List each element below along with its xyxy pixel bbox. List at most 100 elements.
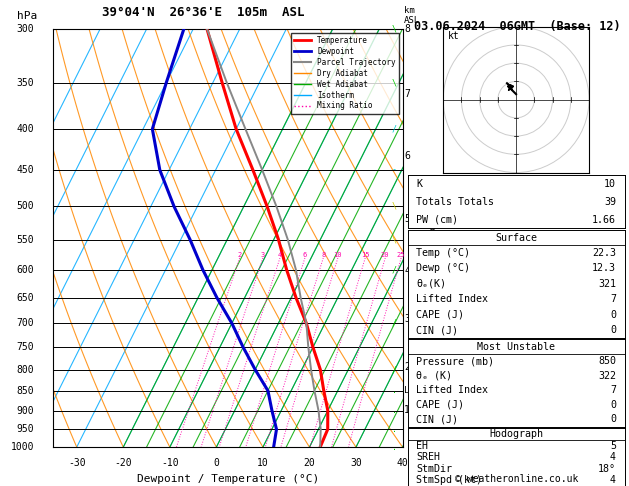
- Text: 500: 500: [16, 202, 34, 211]
- Text: 7: 7: [610, 294, 616, 304]
- Text: © weatheronline.co.uk: © weatheronline.co.uk: [455, 473, 579, 484]
- Text: 2: 2: [238, 252, 242, 258]
- Text: 30: 30: [350, 458, 362, 468]
- Text: Dewp (°C): Dewp (°C): [416, 263, 470, 274]
- Text: 0: 0: [610, 415, 616, 424]
- Text: 2: 2: [404, 363, 410, 372]
- Text: Hodograph: Hodograph: [489, 429, 543, 439]
- Text: 450: 450: [16, 165, 34, 175]
- Text: 6: 6: [303, 252, 307, 258]
- Text: -20: -20: [114, 458, 132, 468]
- Text: .: .: [392, 406, 397, 415]
- Text: -: -: [392, 165, 397, 174]
- Text: 600: 600: [16, 265, 34, 275]
- Text: 18°: 18°: [598, 464, 616, 474]
- Text: -30: -30: [68, 458, 86, 468]
- Text: /: /: [392, 124, 397, 134]
- Text: 1: 1: [404, 405, 410, 415]
- Text: Dewpoint / Temperature (°C): Dewpoint / Temperature (°C): [137, 474, 319, 484]
- Text: Pressure (mb): Pressure (mb): [416, 356, 494, 366]
- Text: 550: 550: [16, 235, 34, 244]
- Text: 4: 4: [610, 452, 616, 462]
- Text: 22.3: 22.3: [592, 248, 616, 258]
- Text: 40: 40: [397, 458, 408, 468]
- Text: 350: 350: [16, 78, 34, 87]
- Text: 400: 400: [16, 124, 34, 134]
- Text: Lifted Index: Lifted Index: [416, 294, 488, 304]
- Text: Totals Totals: Totals Totals: [416, 197, 494, 207]
- Text: CIN (J): CIN (J): [416, 325, 459, 335]
- Text: 0: 0: [610, 325, 616, 335]
- Text: 10: 10: [604, 179, 616, 189]
- Text: 900: 900: [16, 405, 34, 416]
- Text: 8: 8: [321, 252, 325, 258]
- Text: km
ASL: km ASL: [404, 6, 420, 25]
- Text: 800: 800: [16, 364, 34, 375]
- Text: CAPE (J): CAPE (J): [416, 310, 464, 320]
- Text: 322: 322: [598, 371, 616, 381]
- Text: 4: 4: [404, 266, 410, 276]
- Text: 25: 25: [397, 252, 405, 258]
- Text: 5: 5: [404, 214, 410, 224]
- Text: 7: 7: [610, 385, 616, 395]
- Text: 5: 5: [610, 440, 616, 451]
- Text: CAPE (J): CAPE (J): [416, 400, 464, 410]
- Text: 300: 300: [16, 24, 34, 34]
- Text: \: \: [392, 78, 397, 87]
- Text: Mixing Ratio (g/kg): Mixing Ratio (g/kg): [430, 187, 438, 289]
- Text: 10: 10: [257, 458, 269, 468]
- Text: θₑ(K): θₑ(K): [416, 279, 446, 289]
- Text: .: .: [392, 386, 397, 395]
- Legend: Temperature, Dewpoint, Parcel Trajectory, Dry Adiabat, Wet Adiabat, Isotherm, Mi: Temperature, Dewpoint, Parcel Trajectory…: [291, 33, 399, 114]
- Text: 20: 20: [304, 458, 315, 468]
- Text: 6: 6: [404, 151, 410, 161]
- Text: 700: 700: [16, 318, 34, 329]
- Text: Lifted Index: Lifted Index: [416, 385, 488, 395]
- Text: .: .: [392, 425, 397, 434]
- Text: Most Unstable: Most Unstable: [477, 342, 555, 351]
- Text: K: K: [416, 179, 422, 189]
- Text: PW (cm): PW (cm): [416, 214, 459, 225]
- Text: 0: 0: [213, 458, 220, 468]
- Text: kt: kt: [448, 31, 459, 41]
- Text: 950: 950: [16, 424, 34, 434]
- Text: Temp (°C): Temp (°C): [416, 248, 470, 258]
- Text: 1.66: 1.66: [592, 214, 616, 225]
- Text: 39°04'N  26°36'E  105m  ASL: 39°04'N 26°36'E 105m ASL: [103, 6, 305, 19]
- Text: 7: 7: [404, 89, 410, 99]
- Text: 650: 650: [16, 293, 34, 303]
- Text: -10: -10: [161, 458, 179, 468]
- Text: 1000: 1000: [11, 442, 34, 452]
- Text: 3: 3: [404, 314, 410, 324]
- Text: 12.3: 12.3: [592, 263, 616, 274]
- Text: 8: 8: [404, 24, 410, 34]
- Text: LCL: LCL: [404, 386, 420, 395]
- Text: 4: 4: [278, 252, 282, 258]
- Text: 03.06.2024  06GMT  (Base: 12): 03.06.2024 06GMT (Base: 12): [414, 20, 620, 34]
- Text: StmSpd (kt): StmSpd (kt): [416, 475, 482, 485]
- Text: 850: 850: [16, 386, 34, 396]
- Text: 850: 850: [598, 356, 616, 366]
- Text: 321: 321: [598, 279, 616, 289]
- Text: /: /: [392, 365, 397, 374]
- Text: StmDir: StmDir: [416, 464, 452, 474]
- Text: .: .: [392, 443, 397, 451]
- Text: 4: 4: [610, 475, 616, 485]
- Text: θₑ (K): θₑ (K): [416, 371, 452, 381]
- Text: \: \: [392, 25, 397, 34]
- Text: 10: 10: [333, 252, 342, 258]
- Text: 20: 20: [381, 252, 389, 258]
- Text: \: \: [392, 202, 397, 211]
- Text: 750: 750: [16, 342, 34, 352]
- Text: 15: 15: [361, 252, 369, 258]
- Text: CIN (J): CIN (J): [416, 415, 459, 424]
- Text: /: /: [392, 319, 397, 328]
- Text: /: /: [392, 265, 397, 274]
- Text: SREH: SREH: [416, 452, 440, 462]
- Text: 3: 3: [261, 252, 265, 258]
- Text: 0: 0: [610, 310, 616, 320]
- Text: \: \: [392, 235, 397, 244]
- Text: Surface: Surface: [495, 233, 537, 243]
- Text: 0: 0: [610, 400, 616, 410]
- Text: EH: EH: [416, 440, 428, 451]
